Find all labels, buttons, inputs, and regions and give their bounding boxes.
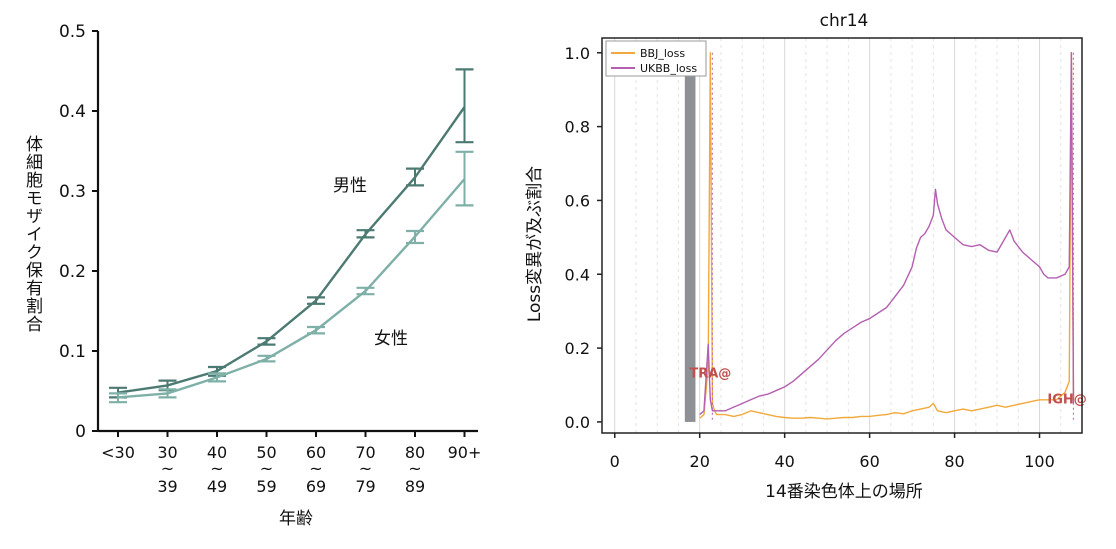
age-chart-axes: 00.10.20.30.40.5<30 30~3940~4950~5960~697…	[59, 22, 481, 496]
x-tick-label: 90+	[448, 443, 482, 462]
age-chart-ylabel: 体細胞モザイク保有割合	[22, 135, 43, 333]
x-tick-label: 40	[774, 452, 794, 471]
x-tick-label: 59	[256, 477, 276, 496]
chr14-legend: BBJ_loss UKBB_loss	[605, 40, 707, 77]
x-tick-label: 79	[355, 477, 375, 496]
x-tick-label: 60	[306, 443, 326, 462]
chr14-title: chr14	[820, 11, 869, 31]
series-line-male	[117, 106, 466, 394]
plot-frame	[601, 37, 1083, 434]
chr14-chart	[614, 38, 1062, 433]
x-tick-label: 40	[207, 443, 227, 462]
y-tick-label: 1.0	[565, 44, 590, 63]
x-tick-label: ~	[309, 459, 322, 478]
centromere-band	[684, 52, 696, 422]
x-tick-label: ~	[359, 459, 372, 478]
series-line-ukbb-loss	[699, 52, 1075, 416]
chr14-ylabel: Loss変異が及ぶ割合	[525, 166, 545, 322]
series-line-bbj-loss	[699, 52, 1075, 420]
y-tick-label: 0.1	[59, 342, 86, 362]
y-tick-label: 0.4	[565, 265, 590, 284]
x-tick-label: 30	[157, 443, 177, 462]
y-tick-label: 0.2	[565, 339, 590, 358]
x-tick-label: 0	[610, 452, 620, 471]
age-chart-xlabel: 年齢	[279, 509, 313, 529]
x-tick-label: ~	[161, 459, 174, 478]
chr14-chart-series: TRA@ IGH@	[689, 52, 1087, 422]
x-tick-label: 49	[207, 477, 227, 496]
legend-label: UKBB_loss	[640, 62, 697, 75]
x-tick-label: 69	[306, 477, 326, 496]
x-tick-label: 100	[1024, 452, 1055, 471]
legend-label: BBJ_loss	[640, 47, 685, 60]
y-tick-label: 0.5	[59, 22, 86, 42]
x-tick-label: ~	[210, 459, 223, 478]
chr14-chart-axes: 0.0 0.2 0.4 0.6 0.8 1.0 0 20 40 60 80 100	[565, 37, 1083, 471]
annotation-label: IGH@	[1047, 392, 1086, 407]
series-line-female	[117, 178, 466, 399]
x-tick-label: 70	[355, 443, 375, 462]
x-tick-label: 20	[690, 452, 710, 471]
legend-box	[605, 40, 707, 77]
x-tick-label: 39	[157, 477, 177, 496]
x-tick-label: ~	[260, 459, 273, 478]
x-tick-label: 60	[859, 452, 879, 471]
y-tick-label: 0.3	[59, 182, 86, 202]
y-tick-label: 0.2	[59, 262, 86, 282]
x-tick-label: 80	[944, 452, 964, 471]
x-tick-label: 50	[256, 443, 276, 462]
y-tick-label: 0.6	[565, 191, 590, 210]
y-tick-label: 0.0	[565, 413, 590, 432]
annotation-label: TRA@	[689, 367, 731, 382]
x-tick-label: ~	[408, 459, 421, 478]
y-tick-label: 0	[75, 422, 86, 442]
series-label-male: 男性	[333, 176, 367, 196]
series-label-female: 女性	[374, 329, 408, 349]
x-tick-label: <30	[101, 443, 135, 462]
x-tick-label: 80	[405, 443, 425, 462]
age-chart-series	[109, 68, 474, 404]
chr14-xlabel: 14番染色体上の場所	[765, 482, 923, 502]
y-tick-label: 0.4	[59, 102, 86, 122]
x-tick-label: 89	[405, 477, 425, 496]
y-tick-label: 0.8	[565, 118, 590, 137]
